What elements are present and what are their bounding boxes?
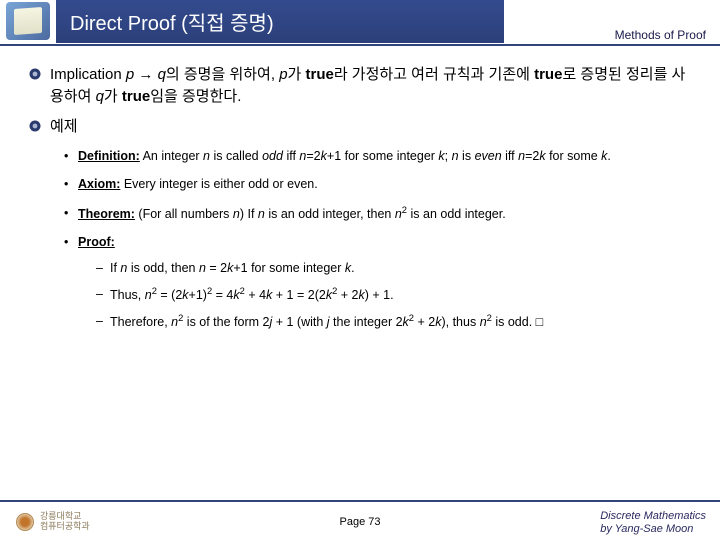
theorem-item: Theorem: (For all numbers n) If n is an … [64, 204, 692, 223]
t: + 1 = 2(2 [272, 288, 326, 302]
t: = (2 [157, 288, 182, 302]
content-body: Implication p → q의 증명을 위하여, p가 true라 가정하… [0, 46, 720, 332]
t: 임을 증명한다. [150, 88, 241, 105]
t: is odd, then [127, 261, 199, 275]
footer-credit: Discrete Mathematics by Yang-Sae Moon [600, 510, 706, 536]
t: + 4 [245, 288, 266, 302]
t: 가 [104, 88, 122, 105]
t: by Yang-Sae Moon [600, 523, 706, 536]
t: + 1 (with [272, 315, 327, 329]
t: true [122, 88, 150, 105]
t: Thus, [110, 288, 145, 302]
t: =2 [525, 149, 539, 163]
t: p [279, 66, 287, 83]
t: 가 [288, 66, 306, 83]
t: p [126, 66, 134, 83]
t: 의 증명을 위하여, [166, 66, 279, 83]
title-bar: Direct Proof (직접 증명) [56, 0, 504, 43]
t: =2 [306, 149, 320, 163]
proof-step-1: If n is odd, then n = 2k+1 for some inte… [96, 259, 692, 277]
t: Axiom: [78, 177, 120, 191]
t: ) + 1. [365, 288, 394, 302]
t: +1 for some integer [233, 261, 345, 275]
t: is an odd integer, then [265, 207, 395, 221]
t: the integer 2 [330, 315, 403, 329]
main-point-2: 예제 [28, 116, 692, 138]
t: n [258, 207, 265, 221]
t: is odd. [492, 315, 536, 329]
t: . [351, 261, 354, 275]
t: odd [262, 149, 283, 163]
t: even [475, 149, 502, 163]
main-point-1: Implication p → q의 증명을 위하여, p가 true라 가정하… [28, 64, 692, 108]
proof-step-2: Thus, n2 = (2k+1)2 = 4k2 + 4k + 1 = 2(2k… [96, 285, 692, 304]
t: iff [283, 149, 299, 163]
sub-list: Definition: An integer n is called odd i… [64, 147, 692, 331]
t: Definition: [78, 149, 140, 163]
t: (For all numbers [135, 207, 233, 221]
t: for some [546, 149, 602, 163]
t: Implication [50, 66, 126, 83]
t: Proof: [78, 235, 115, 249]
proof-step-3: Therefore, n2 is of the form 2j + 1 (wit… [96, 312, 692, 331]
t: n [395, 207, 402, 221]
proof-steps: If n is odd, then n = 2k+1 for some inte… [96, 259, 692, 332]
t: is an odd integer. [407, 207, 506, 221]
t: 예제 [50, 118, 78, 135]
slide-title: Direct Proof (직접 증명) [70, 7, 274, 36]
t: q [158, 66, 166, 83]
footer: 강릉대학교 컴퓨터공학과 Page 73 Discrete Mathematic… [0, 500, 720, 540]
t: iff [502, 149, 518, 163]
qed-symbol: □ [536, 315, 544, 329]
t: is [459, 149, 475, 163]
t: n [233, 207, 240, 221]
t: is of the form 2 [183, 315, 269, 329]
t: . [607, 149, 610, 163]
t: ), thus [441, 315, 479, 329]
t: is called [210, 149, 262, 163]
t: = 2 [206, 261, 227, 275]
t: +1) [189, 288, 207, 302]
bullet-icon [28, 67, 42, 81]
t: If [110, 261, 120, 275]
t: → [134, 66, 157, 83]
t: true [534, 66, 562, 83]
slide-subtitle: Methods of Proof [615, 28, 706, 42]
t: ; [445, 149, 452, 163]
t: n [452, 149, 459, 163]
t: An integer [140, 149, 203, 163]
t: n [145, 288, 152, 302]
t: ) If [240, 207, 258, 221]
bullet-icon [28, 119, 42, 133]
t: +1 for some integer [327, 149, 439, 163]
t: Discrete Mathematics [600, 510, 706, 523]
t: q [96, 88, 104, 105]
proof-item: Proof: If n is odd, then n = 2k+1 for so… [64, 233, 692, 332]
t: n [480, 315, 487, 329]
t: n [203, 149, 210, 163]
t: Every integer is either odd or even. [120, 177, 317, 191]
header-decor-icon [6, 2, 50, 40]
definition-item: Definition: An integer n is called odd i… [64, 147, 692, 165]
t: + 2 [414, 315, 435, 329]
axiom-item: Axiom: Every integer is either odd or ev… [64, 175, 692, 193]
t: 라 가정하고 여러 규칙과 기존에 [334, 66, 534, 83]
header: Direct Proof (직접 증명) Methods of Proof [0, 0, 720, 46]
t: n [199, 261, 206, 275]
t: + 2 [337, 288, 358, 302]
t: = 4 [212, 288, 233, 302]
t: Theorem: [78, 207, 135, 221]
t: true [306, 66, 334, 83]
t: Therefore, [110, 315, 171, 329]
